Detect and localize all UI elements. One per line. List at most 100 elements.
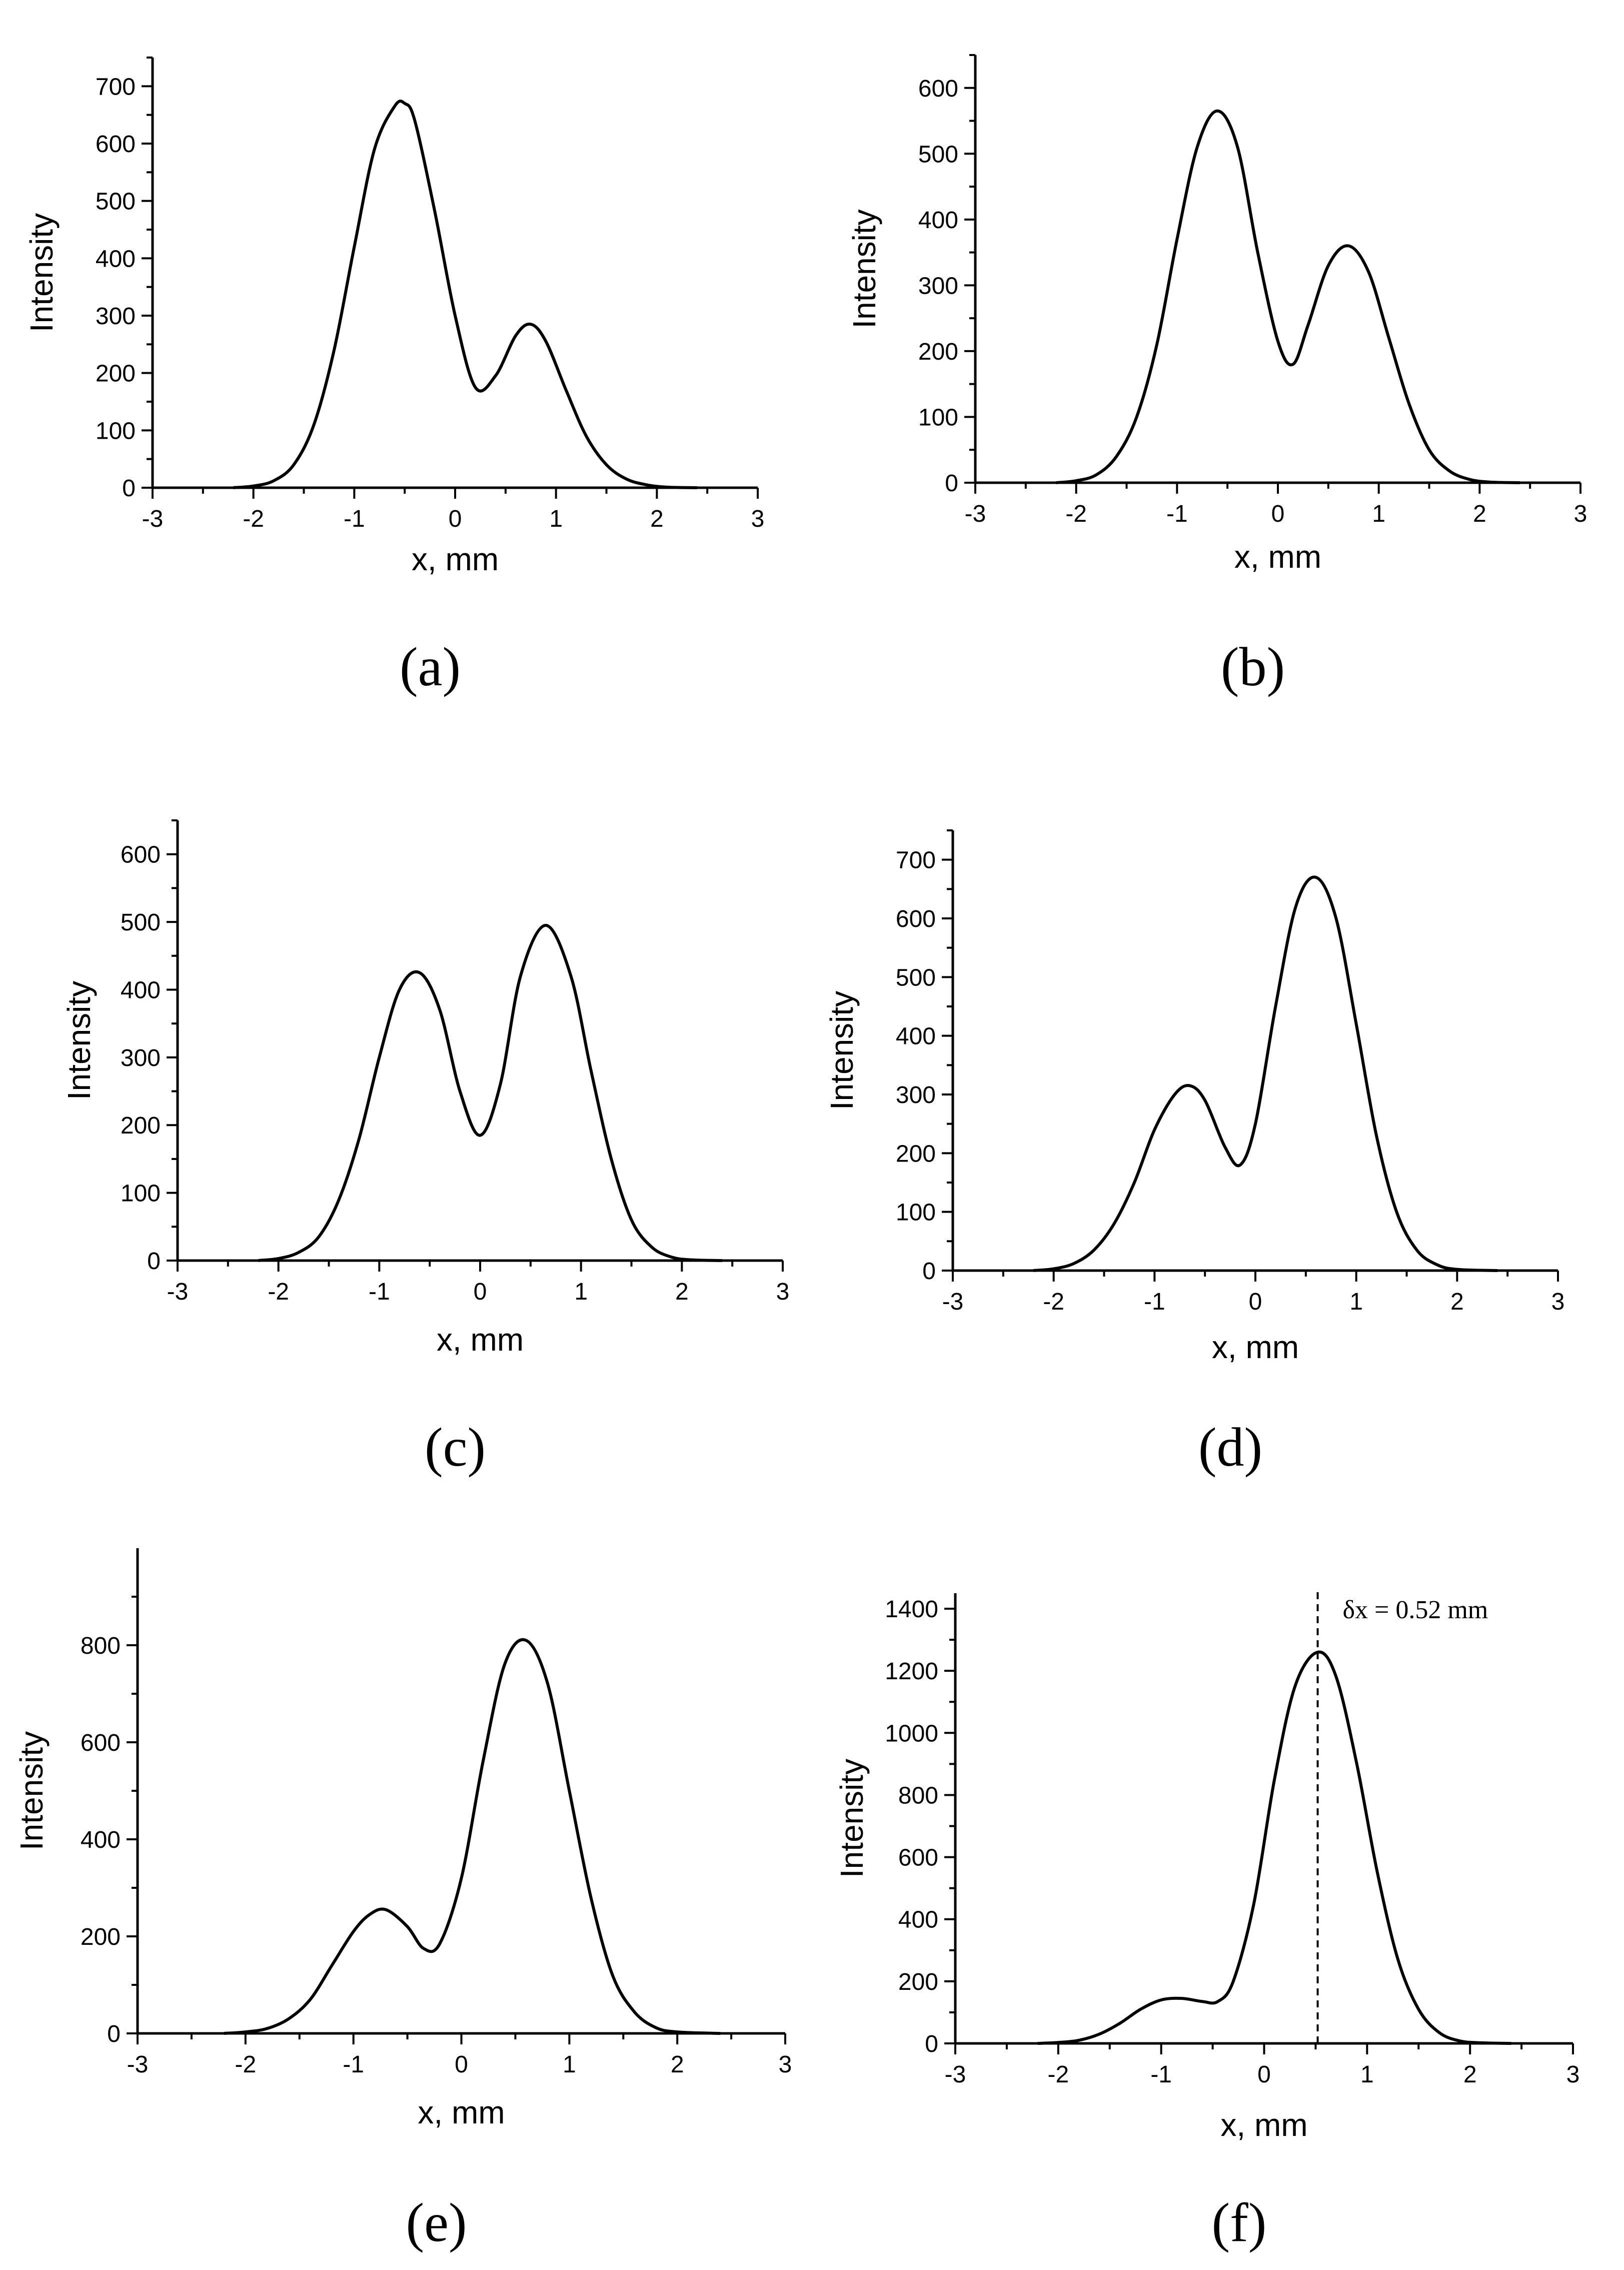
y-tick-label: 700 <box>896 847 936 874</box>
chart-panel-4: -3 -2 -1 0 1 2 3 0 100 200 300 400 500 600 700 x, mm Int… <box>824 829 1565 1478</box>
y-tick-label: 600 <box>918 76 958 102</box>
y-tick-label: 0 <box>945 470 958 497</box>
x-tick-label: -3 <box>127 2051 149 2078</box>
y-tick-label: 500 <box>96 189 136 215</box>
y-tick-label: 100 <box>121 1181 161 1207</box>
x-tick-label: 3 <box>1566 2061 1580 2088</box>
panel-label: (b) <box>1221 636 1285 697</box>
y-axis-title: Intensity <box>14 1731 50 1850</box>
x-tick-label: 0 <box>474 1279 487 1305</box>
x-axis-title: x, mm <box>1234 539 1321 575</box>
y-tick-label: 400 <box>896 1023 936 1050</box>
x-tick-label: -2 <box>1043 1289 1064 1315</box>
y-tick-label: 500 <box>918 141 958 168</box>
x-tick-label: 2 <box>1473 501 1486 527</box>
intensity-curve <box>258 923 723 1262</box>
y-axis-title: Intensity <box>824 991 860 1110</box>
intensity-curve <box>1056 109 1520 484</box>
y-tick-label: 200 <box>918 339 958 365</box>
y-axis-title: Intensity <box>24 213 60 332</box>
y-tick-label: 400 <box>121 977 161 1003</box>
y-tick-label: 200 <box>121 1112 161 1139</box>
y-axis-title: Intensity <box>846 209 882 328</box>
x-axis-title: x, mm <box>418 2094 505 2130</box>
intensity-curve <box>233 100 698 489</box>
x-axis-title: x, mm <box>412 541 499 577</box>
x-tick-label: -1 <box>344 506 365 532</box>
x-tick-label: 3 <box>776 1279 790 1305</box>
x-tick-label: 2 <box>1463 2061 1477 2088</box>
x-tick-label: -2 <box>1065 501 1087 527</box>
y-tick-label: 0 <box>147 1248 161 1275</box>
y-tick-label: 800 <box>81 1633 121 1659</box>
x-tick-label: -3 <box>167 1279 189 1305</box>
panel-label: (d) <box>1198 1417 1262 1478</box>
panel-label: (c) <box>425 1417 486 1478</box>
y-tick-label: 200 <box>898 1969 938 1995</box>
y-tick-label: 100 <box>96 418 136 444</box>
x-tick-label: -1 <box>1150 2061 1172 2088</box>
y-tick-label: 1200 <box>885 1658 938 1685</box>
panel-label: (e) <box>406 2192 467 2253</box>
intensity-curve <box>224 1638 721 2035</box>
x-tick-label: 0 <box>1249 1289 1262 1315</box>
x-tick-label: 0 <box>1271 501 1285 527</box>
x-tick-label: -1 <box>343 2051 364 2078</box>
x-tick-label: 2 <box>650 506 664 532</box>
y-tick-label: 800 <box>898 1782 938 1809</box>
x-tick-label: 2 <box>671 2051 684 2078</box>
x-tick-label: 3 <box>751 506 765 532</box>
y-tick-label: 0 <box>122 475 136 502</box>
intensity-curve <box>1033 875 1498 1272</box>
x-tick-label: 3 <box>1551 1289 1565 1315</box>
y-tick-label: 600 <box>121 842 161 868</box>
chart-panel-1: -3 -2 -1 0 1 2 3 0 100 200 300 400 500 600 700 x, mm Int… <box>24 57 765 697</box>
x-tick-label: 1 <box>563 2051 576 2078</box>
chart-panel-5: -3 -2 -1 0 1 2 3 0 200 400 600 800 x, mm Intensity (e) <box>14 1548 792 2253</box>
y-tick-label: 1000 <box>885 1720 938 1747</box>
x-axis-title: x, mm <box>1212 1329 1299 1365</box>
y-tick-label: 200 <box>96 361 136 387</box>
x-tick-label: -1 <box>369 1279 390 1305</box>
y-tick-label: 600 <box>896 906 936 932</box>
x-tick-label: 1 <box>1349 1289 1363 1315</box>
x-tick-label: 1 <box>1372 501 1385 527</box>
x-tick-label: 1 <box>574 1279 588 1305</box>
y-tick-label: 500 <box>896 964 936 991</box>
y-tick-label: 600 <box>898 1845 938 1871</box>
y-tick-label: 400 <box>918 207 958 234</box>
y-tick-label: 400 <box>898 1907 938 1933</box>
y-tick-label: 400 <box>96 246 136 272</box>
x-tick-label: -2 <box>1047 2061 1069 2088</box>
panel-label: (a) <box>400 636 461 697</box>
x-tick-label: 3 <box>1574 501 1587 527</box>
peak-shift-annotation: δx = 0.52 mm <box>1343 1596 1488 1624</box>
y-tick-label: 300 <box>896 1082 936 1108</box>
x-tick-label: -3 <box>945 2061 966 2088</box>
y-axis-title: Intensity <box>61 981 97 1100</box>
panel-label: (f) <box>1212 2192 1267 2253</box>
x-axis-title: x, mm <box>1220 2107 1307 2143</box>
x-tick-label: -2 <box>235 2051 256 2078</box>
x-tick-label: 3 <box>779 2051 792 2078</box>
y-tick-label: 300 <box>121 1045 161 1071</box>
x-tick-label: -3 <box>965 501 986 527</box>
y-tick-label: 400 <box>81 1827 121 1853</box>
x-tick-label: 0 <box>455 2051 468 2078</box>
y-tick-label: 100 <box>896 1200 936 1226</box>
y-tick-label: 700 <box>96 74 136 100</box>
y-tick-label: 500 <box>121 909 161 936</box>
x-tick-label: -1 <box>1166 501 1188 527</box>
y-tick-label: 600 <box>96 131 136 158</box>
intensity-curve <box>1037 1650 1511 2045</box>
x-tick-label: 0 <box>449 506 462 532</box>
y-axis-title: Intensity <box>834 1759 870 1878</box>
y-tick-label: 300 <box>96 303 136 330</box>
chart-panel-2: -3 -2 -1 0 1 2 3 0 100 200 300 400 500 600 x, mm Intens… <box>846 54 1587 697</box>
y-tick-label: 600 <box>81 1730 121 1756</box>
y-tick-label: 0 <box>107 2021 121 2047</box>
y-tick-label: 0 <box>922 1258 936 1285</box>
x-tick-label: -1 <box>1144 1289 1165 1315</box>
y-tick-label: 200 <box>81 1924 121 1950</box>
